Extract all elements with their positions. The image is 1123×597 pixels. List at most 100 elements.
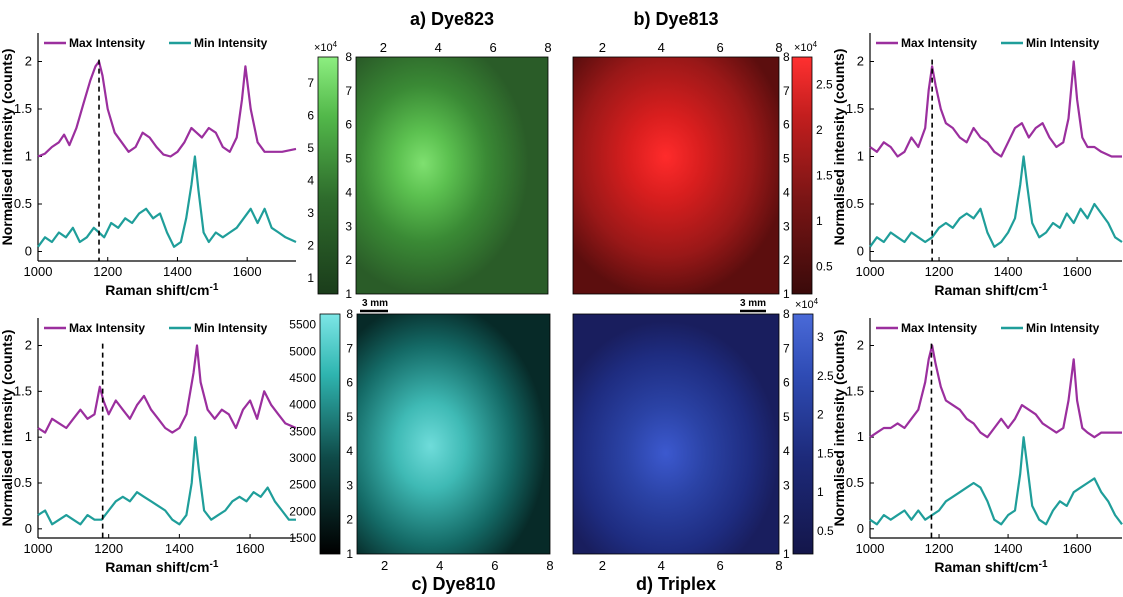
colorbar-tick-label: 3000 [289,451,316,465]
colorbar-tick-label: 5500 [289,318,316,332]
y-tick-label: 5 [783,152,790,166]
y-tick-label: 0 [25,244,32,259]
x-tick-label: 8 [546,558,553,573]
y-tick-label: 7 [783,84,790,98]
x-tick-label: 2 [599,40,606,55]
legend-min-label: Min Intensity [1026,36,1100,50]
series-max-line [869,60,1122,158]
x-tick-label: 8 [775,40,782,55]
y-tick-label: 4 [345,185,352,199]
y-tick-label: 5 [783,410,790,424]
y-tick-label: 2 [346,513,353,527]
colorbar-tick-label: 2.5 [816,77,833,91]
y-tick-label: 4 [783,444,790,458]
y-tick-label: 3 [346,478,353,492]
y-tick-label: 1.5 [846,101,864,116]
colorbar-tick-label: 4 [307,173,314,187]
y-tick-label: 1.5 [846,383,864,398]
y-tick-label: 0.5 [14,196,32,211]
scale-bar-label-right: 3 mm [740,298,766,309]
y-axis-label: Normalised intensity (counts) [831,330,847,527]
legend-max-label: Max Intensity [901,321,977,335]
x-tick-label: 1400 [163,264,192,279]
series-max-line [37,344,297,434]
x-tick-label: 4 [435,40,442,55]
x-tick-label: 1400 [165,541,194,556]
colorbar-tick-label: 3500 [289,424,316,438]
y-tick-label: 8 [783,307,790,321]
heatmap-frame [355,56,549,295]
y-tick-label: 4 [783,185,790,199]
series-max-line [37,60,297,158]
map-a: 2 4 6 8 1 2 3 4 5 6 7 ×104 1 2 3 4 5 6 7 8 a) Dye823 [307,9,551,301]
colorbar-tick-label: 5000 [289,344,316,358]
colorbar-tick-label: 0.5 [816,260,833,274]
y-tick-label: 1.5 [14,101,32,116]
x-tick-label: 1400 [994,264,1023,279]
x-tick-label: 6 [490,40,497,55]
legend-max-label: Max Intensity [901,36,977,50]
x-tick-label: 1200 [925,264,954,279]
y-tick-label: 0 [857,244,864,259]
x-tick-label: 8 [544,40,551,55]
x-tick-label: 4 [436,558,443,573]
series-min-line [37,436,296,526]
y-tick-label: 8 [345,50,352,64]
y-tick-label: 6 [345,118,352,132]
map-b: 2 4 6 8 0.5 1 1.5 2 2.5 ×104 1 2 3 4 5 6 7 8 b) Dye813 [572,9,833,301]
scale-bars: 3 mm 3 mm [360,298,766,313]
legend-min-label: Min Intensity [1026,321,1100,335]
colorbar-tick-label: 4500 [289,371,316,385]
y-tick-label: 3 [345,219,352,233]
x-tick-label: 1400 [994,541,1023,556]
y-tick-label: 1 [857,149,864,164]
legend-max-label: Max Intensity [69,36,145,50]
y-tick-label: 4 [346,444,353,458]
colorbar [319,313,341,555]
x-tick-label: 1000 [24,264,53,279]
legend-min-label: Min Intensity [194,36,268,50]
x-tick-label: 6 [491,558,498,573]
y-tick-label: 8 [346,307,353,321]
series-min-line [869,155,1123,248]
y-tick-label: 2 [783,513,790,527]
colorbar-tick-label: 1 [817,485,824,499]
colorbar-tick-label: 2.5 [817,369,834,383]
y-tick-label: 1.5 [14,383,32,398]
x-tick-label: 1600 [1063,541,1092,556]
colorbar [791,56,813,295]
x-tick-label: 8 [775,558,782,573]
y-tick-label: 6 [783,376,790,390]
spectrum-top-right: 0 0.5 1 1.5 2 1000 1200 1400 1600 Raman shift/cm-… [831,33,1123,298]
y-tick-label: 3 [783,478,790,492]
x-tick-label: 4 [658,558,665,573]
x-tick-label: 1200 [93,264,122,279]
y-tick-label: 6 [783,118,790,132]
y-axis-label: Normalised intensity (counts) [0,49,15,246]
map-title: a) Dye823 [410,9,494,29]
y-tick-label: 2 [345,253,352,267]
y-tick-label: 1 [25,149,32,164]
x-tick-label: 1200 [925,541,954,556]
spectrum-bottom-left: 0 0.5 1 1.5 2 1000 1200 1400 1600 Raman shift/cm-… [0,318,297,575]
x-tick-label: 1000 [856,541,885,556]
y-tick-label: 2 [25,338,32,353]
map-title: b) Dye813 [633,9,718,29]
colorbar-tick-label: 3 [817,330,824,344]
colorbar-tick-label: 1.5 [816,169,833,183]
y-tick-label: 1 [345,287,352,301]
scale-bar-label-left: 3 mm [362,298,388,309]
series-min-line [869,436,1123,526]
colorbar-tick-label: 0.5 [817,524,834,538]
y-axis-label: Normalised intensity (counts) [0,330,15,527]
colorbar-multiplier: ×104 [795,297,819,312]
y-tick-label: 2 [25,54,32,69]
legend-max-label: Max Intensity [69,321,145,335]
colorbar-tick-label: 6 [307,108,314,122]
colorbar-tick-label: 4000 [289,398,316,412]
map-title: d) Triplex [636,574,716,594]
colorbar [792,313,814,555]
y-tick-label: 0 [857,521,864,536]
heatmap-image [573,314,779,554]
heatmap-frame [572,313,780,555]
